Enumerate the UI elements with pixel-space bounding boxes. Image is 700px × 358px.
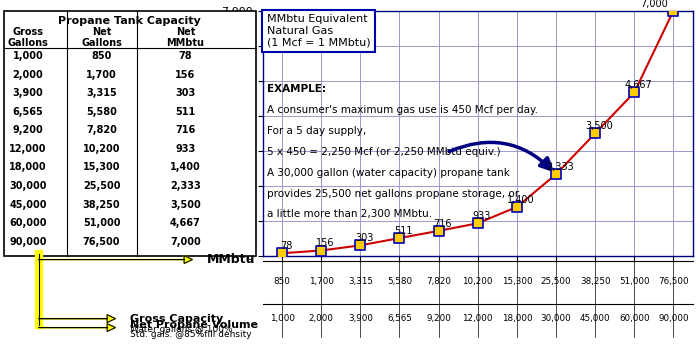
Text: 51,000: 51,000 <box>83 218 120 228</box>
Text: 716: 716 <box>176 125 195 135</box>
Text: Std. gals. @85%fill density: Std. gals. @85%fill density <box>130 330 251 339</box>
Text: A consumer's maximum gas use is 450 Mcf per day.: A consumer's maximum gas use is 450 Mcf … <box>267 105 538 115</box>
Text: Net
MMbtu: Net MMbtu <box>167 27 204 48</box>
Text: 12,000: 12,000 <box>463 314 493 323</box>
Text: 7,000: 7,000 <box>640 0 668 9</box>
Text: 933: 933 <box>176 144 195 154</box>
Text: 303: 303 <box>355 233 373 243</box>
Text: 511: 511 <box>394 226 412 236</box>
Text: 303: 303 <box>176 88 195 98</box>
Text: For a 5 day supply,: For a 5 day supply, <box>267 126 366 136</box>
Text: A 30,000 gallon (water capacity) propane tank: A 30,000 gallon (water capacity) propane… <box>267 168 510 178</box>
Point <box>550 171 561 177</box>
Point <box>589 130 601 136</box>
Text: 2,333: 2,333 <box>170 181 201 191</box>
Point <box>629 90 640 95</box>
Text: 10,200: 10,200 <box>463 277 493 286</box>
Point <box>316 248 327 253</box>
Text: 78: 78 <box>178 51 192 61</box>
Text: 7,820: 7,820 <box>86 125 117 135</box>
Text: 45,000: 45,000 <box>9 200 47 209</box>
Text: 1,000: 1,000 <box>270 314 295 323</box>
Text: Gross Capacity: Gross Capacity <box>130 314 223 324</box>
Text: 30,000: 30,000 <box>540 314 571 323</box>
Text: 716: 716 <box>433 219 452 229</box>
Text: 38,250: 38,250 <box>580 277 610 286</box>
Text: MMbtu: MMbtu <box>206 253 255 266</box>
Text: 1,400: 1,400 <box>170 163 201 173</box>
Text: 25,500: 25,500 <box>83 181 120 191</box>
Text: 156: 156 <box>316 238 335 248</box>
Text: Net
Gallons: Net Gallons <box>81 27 122 48</box>
Text: 850: 850 <box>274 277 290 286</box>
Text: 18,000: 18,000 <box>9 163 47 173</box>
Text: 60,000: 60,000 <box>619 314 650 323</box>
Text: 76,500: 76,500 <box>658 277 689 286</box>
Text: 2,333: 2,333 <box>546 162 574 172</box>
Text: 38,250: 38,250 <box>83 200 120 209</box>
Text: a little more than 2,300 MMbtu.: a little more than 2,300 MMbtu. <box>267 209 432 219</box>
Text: Net Propane Volume: Net Propane Volume <box>130 320 258 330</box>
Text: 2,000: 2,000 <box>13 70 43 80</box>
Text: 90,000: 90,000 <box>9 237 47 247</box>
Text: 3,900: 3,900 <box>348 314 373 323</box>
Text: 156: 156 <box>176 70 195 80</box>
Text: 4,667: 4,667 <box>624 80 652 90</box>
Text: 3,500: 3,500 <box>585 121 613 131</box>
Point <box>668 8 679 14</box>
Point <box>511 204 522 210</box>
Text: 4,667: 4,667 <box>170 218 201 228</box>
Text: Gross
Gallons: Gross Gallons <box>8 27 48 48</box>
Text: 45,000: 45,000 <box>580 314 610 323</box>
Point <box>276 250 288 256</box>
Text: provides 25,500 net gallons propane storage, or: provides 25,500 net gallons propane stor… <box>267 189 519 199</box>
Text: 25,500: 25,500 <box>540 277 571 286</box>
Text: 15,300: 15,300 <box>502 277 532 286</box>
Point <box>472 221 483 226</box>
Text: 850: 850 <box>91 51 112 61</box>
Text: 5,580: 5,580 <box>86 107 117 117</box>
Point <box>355 242 366 248</box>
Text: 12,000: 12,000 <box>9 144 47 154</box>
Text: 1,700: 1,700 <box>309 277 334 286</box>
Text: 5 x 450 = 2,250 Mcf (or 2,250 MMbtu equiv.): 5 x 450 = 2,250 Mcf (or 2,250 MMbtu equi… <box>267 147 500 157</box>
Text: 76,500: 76,500 <box>83 237 120 247</box>
Text: 1,700: 1,700 <box>86 70 117 80</box>
Text: 5,580: 5,580 <box>387 277 412 286</box>
Text: 2,000: 2,000 <box>309 314 334 323</box>
Text: Water gallons @ 100%: Water gallons @ 100% <box>130 325 232 334</box>
Text: 6,565: 6,565 <box>13 107 43 117</box>
Text: 1,400: 1,400 <box>507 195 535 205</box>
Text: 6,565: 6,565 <box>387 314 412 323</box>
Text: 78: 78 <box>280 241 292 251</box>
Text: 51,000: 51,000 <box>619 277 650 286</box>
Text: 10,200: 10,200 <box>83 144 120 154</box>
Text: 9,200: 9,200 <box>426 314 451 323</box>
Point <box>394 235 405 241</box>
Text: 18,000: 18,000 <box>502 314 532 323</box>
Text: 3,500: 3,500 <box>170 200 201 209</box>
Text: 30,000: 30,000 <box>9 181 47 191</box>
Text: 7,820: 7,820 <box>426 277 451 286</box>
Text: 3,900: 3,900 <box>13 88 43 98</box>
Text: 3,315: 3,315 <box>348 277 373 286</box>
Text: MMbtu Equivalent
Natural Gas
(1 Mcf = 1 MMbtu): MMbtu Equivalent Natural Gas (1 Mcf = 1 … <box>267 14 370 48</box>
Text: 7,000: 7,000 <box>170 237 201 247</box>
Text: 511: 511 <box>176 107 195 117</box>
Point <box>433 228 444 234</box>
Text: 9,200: 9,200 <box>13 125 43 135</box>
Text: EXAMPLE:: EXAMPLE: <box>267 84 326 94</box>
Text: 15,300: 15,300 <box>83 163 120 173</box>
Text: Propane Tank Capacity: Propane Tank Capacity <box>58 16 201 26</box>
Text: 933: 933 <box>473 211 491 221</box>
Text: 1,000: 1,000 <box>13 51 43 61</box>
Text: 90,000: 90,000 <box>658 314 689 323</box>
Text: 60,000: 60,000 <box>9 218 47 228</box>
Text: 3,315: 3,315 <box>86 88 117 98</box>
